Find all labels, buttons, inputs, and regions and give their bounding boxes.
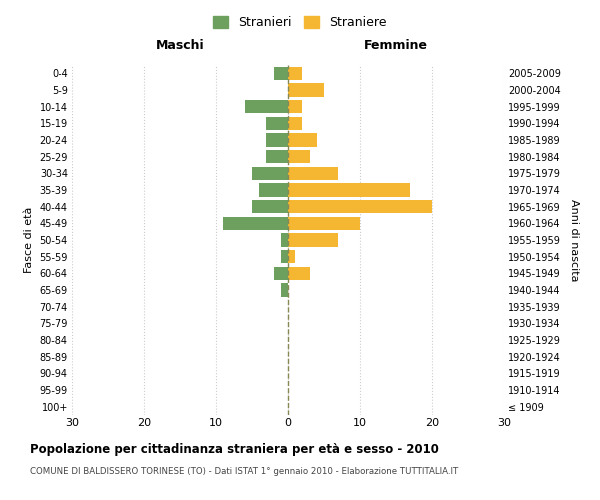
- Bar: [223, 216, 288, 230]
- Text: Femmine: Femmine: [364, 38, 428, 52]
- Bar: [288, 184, 410, 196]
- Text: COMUNE DI BALDISSERO TORINESE (TO) - Dati ISTAT 1° gennaio 2010 - Elaborazione T: COMUNE DI BALDISSERO TORINESE (TO) - Dat…: [30, 468, 458, 476]
- Bar: [274, 266, 288, 280]
- Bar: [288, 266, 310, 280]
- Bar: [245, 100, 288, 114]
- Bar: [288, 166, 338, 180]
- Y-axis label: Fasce di età: Fasce di età: [24, 207, 34, 273]
- Bar: [266, 116, 288, 130]
- Legend: Stranieri, Straniere: Stranieri, Straniere: [208, 11, 392, 34]
- Bar: [252, 200, 288, 213]
- Bar: [288, 134, 317, 146]
- Text: Popolazione per cittadinanza straniera per età e sesso - 2010: Popolazione per cittadinanza straniera p…: [30, 442, 439, 456]
- Bar: [281, 284, 288, 296]
- Bar: [281, 234, 288, 246]
- Bar: [288, 216, 360, 230]
- Bar: [288, 84, 324, 96]
- Bar: [288, 200, 432, 213]
- Bar: [266, 134, 288, 146]
- Text: Maschi: Maschi: [155, 38, 205, 52]
- Y-axis label: Anni di nascita: Anni di nascita: [569, 198, 580, 281]
- Bar: [252, 166, 288, 180]
- Bar: [274, 66, 288, 80]
- Bar: [288, 250, 295, 264]
- Bar: [259, 184, 288, 196]
- Bar: [288, 100, 302, 114]
- Bar: [288, 150, 310, 164]
- Bar: [288, 116, 302, 130]
- Bar: [266, 150, 288, 164]
- Bar: [288, 234, 338, 246]
- Bar: [288, 66, 302, 80]
- Bar: [281, 250, 288, 264]
